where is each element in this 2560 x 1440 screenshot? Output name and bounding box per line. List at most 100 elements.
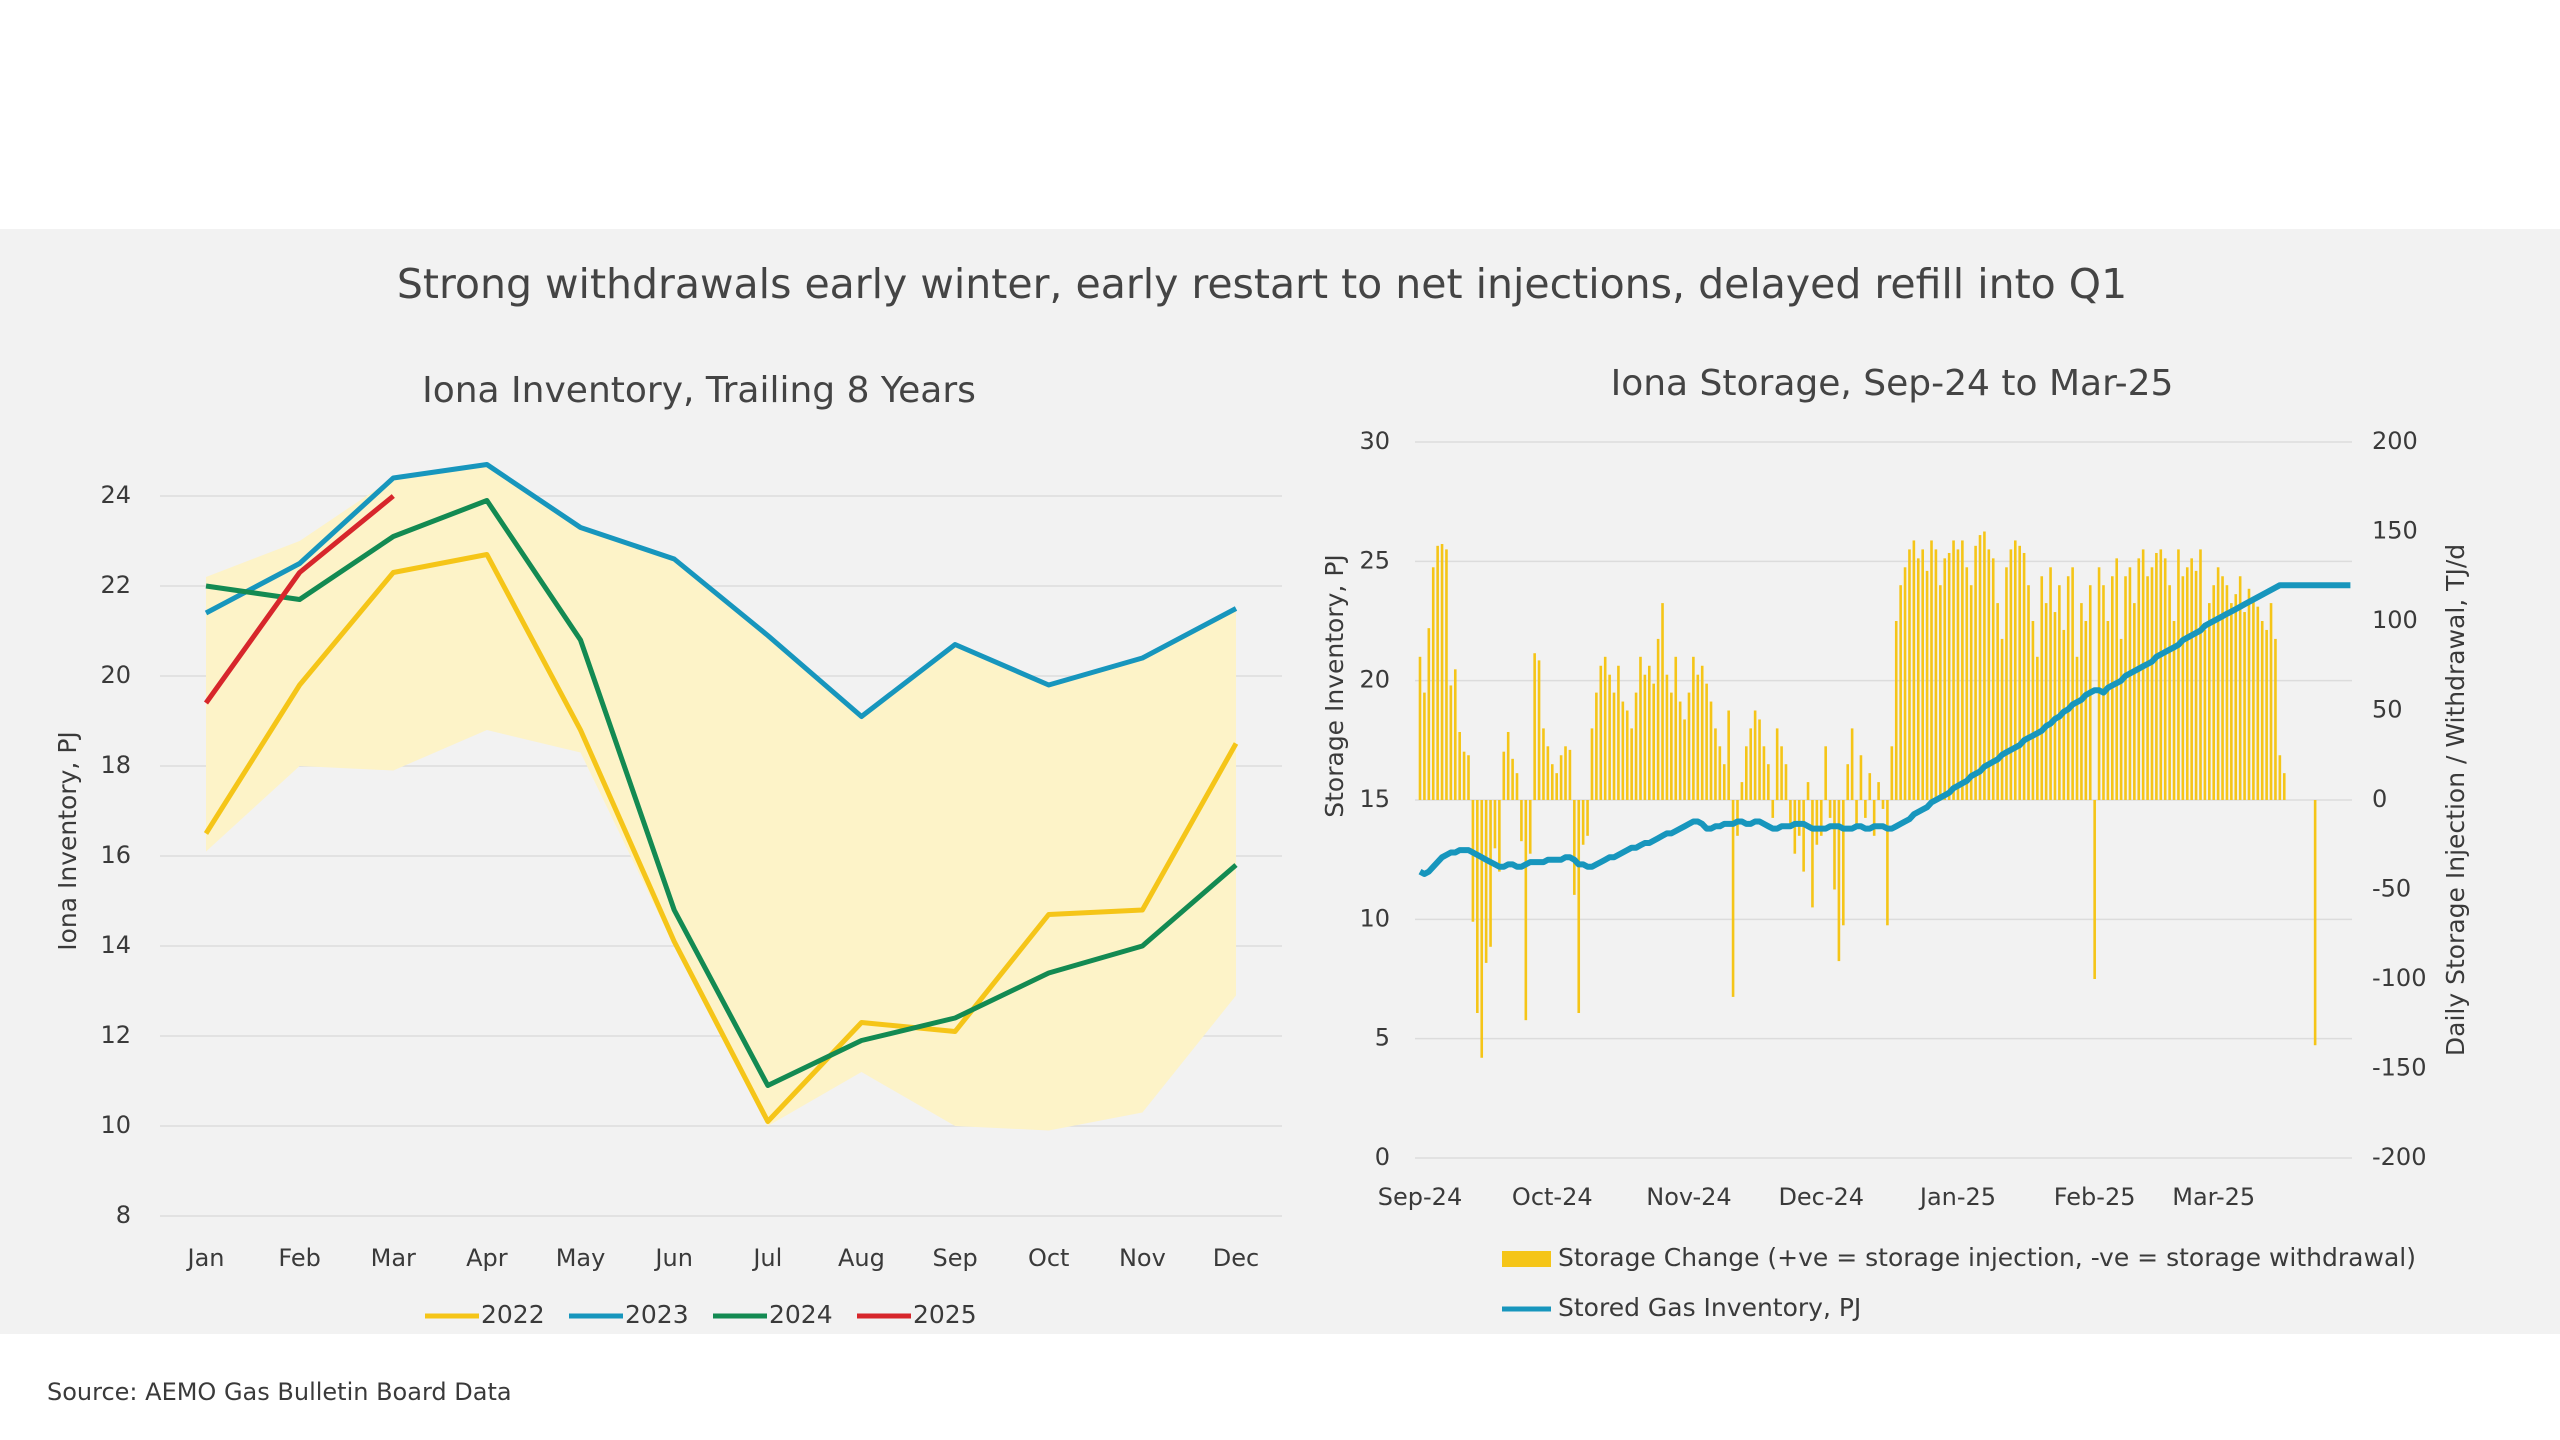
source-note: Source: AEMO Gas Bulletin Board Data — [47, 1378, 512, 1406]
bar — [1647, 665, 1651, 800]
bar — [1868, 773, 1872, 800]
bar — [2212, 585, 2216, 800]
legend-label: Storage Change (+ve = storage injection,… — [1558, 1243, 2416, 1272]
y2-tick-label: -200 — [2372, 1143, 2426, 1171]
x-tick-label: Feb — [278, 1244, 321, 1272]
bar — [1603, 656, 1607, 800]
bar — [2265, 629, 2268, 800]
bar — [1617, 665, 1620, 800]
bar — [1775, 728, 1779, 800]
bar — [1445, 549, 1448, 800]
bar — [1758, 719, 1761, 800]
legend-label: 2023 — [625, 1300, 689, 1329]
bar — [1789, 800, 1792, 827]
bar — [1634, 692, 1638, 800]
bar — [2185, 567, 2189, 800]
bar — [1696, 674, 1700, 800]
bar — [2053, 612, 2057, 800]
bar — [1423, 692, 1426, 800]
bar — [1480, 800, 1484, 1058]
bar — [1489, 800, 1492, 947]
y2-tick-label: -150 — [2372, 1054, 2426, 1082]
bar — [1877, 782, 1880, 800]
bar — [1621, 701, 1625, 800]
bar — [1520, 800, 1523, 842]
bar — [2084, 621, 2088, 800]
bar — [2238, 576, 2242, 800]
bar — [1625, 710, 1629, 800]
bar — [1493, 800, 1497, 849]
bar — [1705, 683, 1708, 800]
bar — [2049, 567, 2052, 800]
bar — [1506, 731, 1510, 800]
bar — [1722, 764, 1726, 800]
series-line — [203, 494, 395, 705]
x-tick-label: May — [556, 1244, 606, 1272]
bar — [1502, 751, 1506, 800]
bar — [1511, 758, 1514, 800]
bar — [1559, 755, 1563, 800]
bar — [2194, 570, 2198, 800]
x-tick-label: Apr — [466, 1244, 508, 1272]
y-tick-label: 10 — [100, 1111, 131, 1139]
series-line — [203, 552, 1239, 1124]
bar — [1939, 585, 1942, 800]
bar — [2247, 588, 2251, 800]
x-tick-label: Aug — [838, 1244, 885, 1272]
x-tick-label: Jul — [751, 1244, 782, 1272]
bar — [2243, 612, 2246, 800]
bar — [1471, 800, 1475, 922]
y-tick-label: 14 — [100, 931, 131, 959]
bar — [1670, 692, 1673, 800]
bar — [2124, 576, 2127, 800]
legend-label: 2024 — [769, 1300, 833, 1329]
bar — [2093, 800, 2096, 979]
legend-label: 2025 — [913, 1300, 977, 1329]
bar — [1956, 549, 1960, 800]
bar — [1727, 710, 1730, 800]
y-tick-label: 20 — [100, 661, 131, 689]
bar — [2009, 549, 2013, 800]
legend-label: 2022 — [481, 1300, 545, 1329]
chart-title: Iona Inventory, Trailing 8 Years — [422, 370, 976, 411]
x-tick-label: Sep — [932, 1244, 977, 1272]
bar — [1921, 549, 1924, 800]
bar — [1678, 701, 1682, 800]
bar — [1700, 665, 1704, 800]
bar — [2106, 621, 2110, 800]
bar — [2036, 656, 2039, 800]
range-band — [206, 464, 1236, 1131]
series-line — [205, 498, 1238, 1088]
bar — [2203, 629, 2207, 800]
y-axis-label: Iona Inventory, PJ — [53, 731, 82, 951]
y-tick-label: 12 — [100, 1021, 131, 1049]
bar — [2141, 549, 2145, 800]
bar — [1890, 746, 1894, 800]
bar — [1577, 800, 1581, 1014]
bar — [1969, 585, 1973, 800]
bar — [1819, 800, 1823, 836]
bar — [1718, 746, 1722, 800]
bar — [1811, 800, 1814, 908]
bar — [1833, 800, 1836, 890]
bar — [1639, 656, 1642, 800]
bar — [1850, 728, 1854, 800]
legend-swatch — [1502, 1251, 1551, 1267]
bar — [1872, 800, 1876, 836]
bar — [1740, 782, 1744, 800]
bar — [1537, 660, 1541, 800]
x-tick-label: Feb-25 — [2054, 1183, 2136, 1211]
bar — [1908, 549, 1911, 800]
bar — [1692, 656, 1695, 800]
bar — [1745, 746, 1748, 800]
bar — [2115, 558, 2119, 800]
bar — [2260, 621, 2264, 800]
bar — [1864, 800, 1867, 818]
y2-tick-label: -100 — [2372, 964, 2426, 992]
y-tick-label: 0 — [1375, 1143, 1390, 1171]
bar — [2313, 800, 2317, 1046]
bar — [1656, 638, 1660, 800]
bar — [1886, 800, 1889, 926]
series-line — [204, 462, 1238, 719]
y-tick-label: 22 — [100, 571, 131, 599]
